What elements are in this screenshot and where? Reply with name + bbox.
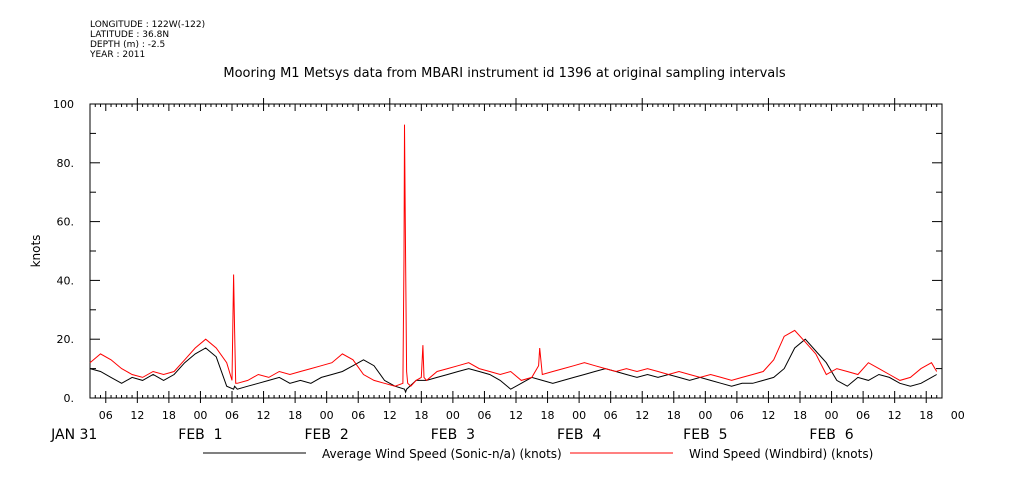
x-tick-label: 12 bbox=[257, 409, 271, 422]
x-tick-label: 06 bbox=[604, 409, 618, 422]
series-line-average-wind-speed bbox=[89, 338, 937, 394]
legend-label-windbird: Wind Speed (Windbird) (knots) bbox=[689, 447, 873, 461]
x-tick-label: 06 bbox=[351, 409, 365, 422]
x-tick-label: 18 bbox=[162, 409, 176, 422]
plot-frame bbox=[89, 103, 943, 399]
y-tick-label: 40. bbox=[57, 274, 75, 287]
x-tick-label: 00 bbox=[320, 409, 334, 422]
x-tick-label: 12 bbox=[888, 409, 902, 422]
x-tick-label: 18 bbox=[541, 409, 555, 422]
depth-text: DEPTH (m) : -2.5 bbox=[90, 40, 166, 50]
x-tick-label: 06 bbox=[856, 409, 870, 422]
x-tick-label: 12 bbox=[130, 409, 144, 422]
x-tick-label: 06 bbox=[730, 409, 744, 422]
data-series bbox=[89, 124, 938, 394]
x-tick-label: 06 bbox=[99, 409, 113, 422]
x-tick-label: 00 bbox=[698, 409, 712, 422]
day-label: FEB 3 bbox=[431, 427, 475, 443]
x-tick-label: 12 bbox=[761, 409, 775, 422]
day-label: FEB 6 bbox=[809, 427, 853, 443]
y-tick-label: 0. bbox=[64, 392, 75, 405]
x-tick-label: 12 bbox=[383, 409, 397, 422]
x-tick-label: 12 bbox=[509, 409, 523, 422]
x-tick-label: 06 bbox=[225, 409, 239, 422]
year-text: YEAR : 2011 bbox=[90, 50, 146, 60]
x-tick-label: 00 bbox=[825, 409, 839, 422]
x-tick-label: 00 bbox=[951, 409, 965, 422]
x-tick-label: 18 bbox=[793, 409, 807, 422]
day-label: FEB 4 bbox=[557, 427, 601, 443]
legend-label-average: Average Wind Speed (Sonic-n/a) (knots) bbox=[322, 447, 562, 461]
y-axis-label: knots bbox=[29, 235, 43, 268]
y-tick-label: 80. bbox=[57, 157, 75, 170]
x-tick-label: 00 bbox=[446, 409, 460, 422]
chart-title: Mooring M1 Metsys data from MBARI instru… bbox=[223, 66, 786, 81]
y-tick-label: 20. bbox=[57, 333, 75, 346]
series-line-windbird-wind-speed bbox=[89, 124, 938, 387]
latitude-text: LATITUDE : 36.8N bbox=[90, 30, 170, 40]
day-label: JAN 31 bbox=[50, 427, 97, 443]
x-tick-label: 18 bbox=[288, 409, 302, 422]
longitude-text: LONGITUDE : 122W(-122) bbox=[90, 20, 206, 30]
x-tick-label: 18 bbox=[919, 409, 933, 422]
x-tick-label: 00 bbox=[193, 409, 207, 422]
day-label: FEB 1 bbox=[178, 427, 222, 443]
metadata-block: LONGITUDE : 122W(-122) LATITUDE : 36.8N … bbox=[90, 20, 205, 60]
x-tick-label: 12 bbox=[635, 409, 649, 422]
x-tick-label: 06 bbox=[477, 409, 491, 422]
legend: Average Wind Speed (Sonic-n/a) (knots) W… bbox=[203, 447, 873, 461]
x-tick-label: 18 bbox=[414, 409, 428, 422]
axis-ticks: 0. 20. 40. 60. 80. 100 06 12 18 00 06 12 18 00 06 12 18 0… bbox=[50, 98, 965, 443]
day-label: FEB 5 bbox=[683, 427, 727, 443]
y-tick-label: 100 bbox=[53, 98, 74, 111]
x-tick-label: 18 bbox=[667, 409, 681, 422]
day-label: FEB 2 bbox=[305, 427, 349, 443]
x-tick-label: 00 bbox=[572, 409, 586, 422]
y-tick-label: 60. bbox=[57, 216, 75, 229]
